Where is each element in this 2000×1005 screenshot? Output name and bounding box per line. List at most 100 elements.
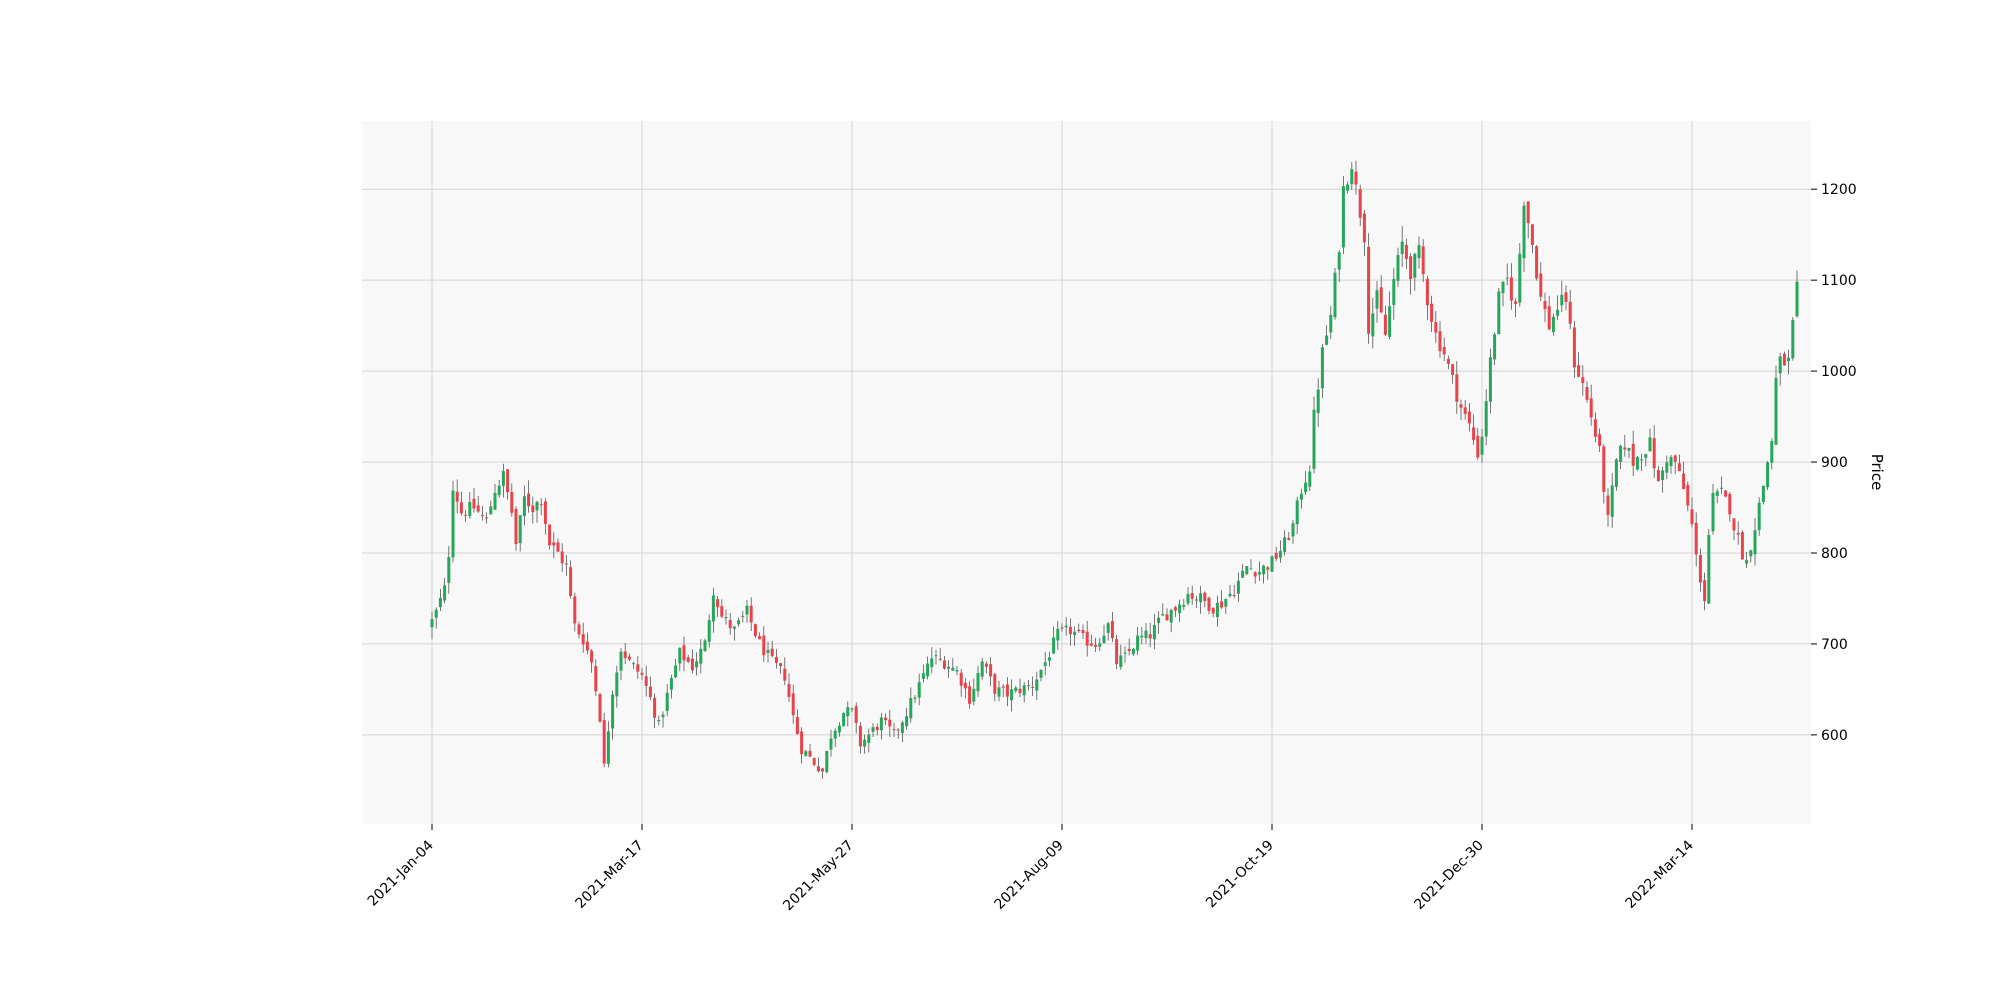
- candle-body: [573, 596, 577, 624]
- candle-body: [1228, 593, 1232, 597]
- candle-body: [690, 658, 694, 671]
- candle-body: [518, 515, 522, 544]
- candle-body: [1425, 278, 1429, 306]
- candle-body: [455, 491, 459, 502]
- candle-body: [1698, 555, 1702, 583]
- candle-body: [682, 645, 686, 661]
- candle-body: [1346, 184, 1350, 191]
- candle-body: [762, 635, 766, 656]
- candle-body: [829, 738, 833, 750]
- candle-body: [699, 648, 703, 664]
- candle-body: [1732, 518, 1736, 531]
- candle-body: [1182, 604, 1186, 607]
- candle-body: [615, 672, 619, 697]
- candle-body: [1682, 473, 1686, 490]
- candle-body: [1627, 448, 1631, 451]
- candle-body: [1501, 281, 1505, 294]
- candle-body: [1606, 495, 1610, 515]
- candle-body: [732, 626, 736, 629]
- candle-body: [955, 669, 959, 672]
- candle-body: [657, 720, 661, 722]
- candle-body: [1106, 623, 1110, 633]
- candle-body: [770, 648, 774, 656]
- candle-body: [728, 620, 732, 629]
- candle-body: [1186, 593, 1190, 604]
- candle-body: [1749, 550, 1753, 557]
- candle-body: [846, 707, 850, 717]
- candle-body: [1505, 277, 1509, 279]
- candle-body: [1031, 687, 1035, 689]
- x-tick-label: 2021-Aug-09: [991, 838, 1066, 913]
- candle-body: [472, 498, 476, 509]
- candle-body: [1602, 446, 1606, 492]
- candle-body: [1085, 631, 1089, 646]
- candle-body: [1089, 643, 1093, 646]
- candle-body: [934, 655, 938, 657]
- candle-body: [1073, 631, 1077, 636]
- candle-body: [884, 717, 888, 721]
- candle-body: [921, 673, 925, 679]
- candle-body: [674, 665, 678, 678]
- candle-body: [707, 620, 711, 642]
- candle-body: [879, 717, 883, 731]
- candle-body: [980, 661, 984, 677]
- candle-body: [648, 686, 652, 698]
- candle-body: [867, 734, 871, 743]
- candle-body: [1673, 455, 1677, 462]
- candle-body: [854, 706, 858, 723]
- candle-body: [926, 663, 930, 677]
- candle-body: [984, 663, 988, 667]
- candle-body: [766, 649, 770, 653]
- candle-body: [1530, 224, 1534, 245]
- candle-body: [741, 615, 745, 617]
- candle-body: [1509, 277, 1513, 301]
- candle-body: [556, 542, 560, 552]
- candle-body: [1123, 652, 1127, 654]
- candle-body: [1791, 319, 1795, 359]
- candle-body: [972, 688, 976, 702]
- candle-body: [812, 758, 816, 765]
- candle-body: [905, 716, 909, 727]
- candle-body: [1312, 409, 1316, 469]
- candle-body: [1220, 601, 1224, 608]
- y-axis-label: Price: [1868, 454, 1886, 491]
- candle-body: [1543, 301, 1547, 310]
- candle-body: [1728, 494, 1732, 515]
- candle-body: [1194, 599, 1198, 601]
- candle-body: [1383, 314, 1387, 335]
- candle-body: [1178, 604, 1182, 614]
- candle-body: [1371, 313, 1375, 337]
- candle-body: [1207, 597, 1211, 611]
- candle-body: [1766, 462, 1770, 488]
- candle-body: [791, 693, 795, 716]
- candle-body: [913, 697, 917, 699]
- candle-body: [1018, 688, 1022, 694]
- candle-body: [1568, 301, 1572, 324]
- candle-body: [459, 502, 463, 514]
- y-tick-label: 600: [1821, 728, 1848, 744]
- candle-body: [1161, 614, 1165, 616]
- candle-body: [1341, 186, 1345, 248]
- candle-body: [1367, 246, 1371, 334]
- candle-body: [795, 717, 799, 735]
- candle-body: [1320, 347, 1324, 389]
- candle-body: [1262, 565, 1266, 575]
- candle-body: [1774, 378, 1778, 445]
- candle-body: [522, 496, 526, 517]
- candle-body: [602, 720, 606, 764]
- candle-body: [1472, 427, 1476, 440]
- candle-body: [1556, 309, 1560, 316]
- candle-body: [737, 620, 741, 625]
- candle-body: [1396, 255, 1400, 281]
- candle-body: [1043, 662, 1047, 666]
- candle-body: [1463, 407, 1467, 414]
- candle-body: [1648, 437, 1652, 452]
- candle-body: [1375, 290, 1379, 309]
- candle-body: [1215, 602, 1219, 618]
- candle-body: [875, 726, 879, 731]
- candle-body: [1560, 294, 1564, 306]
- candle-body: [548, 524, 552, 546]
- candle-body: [833, 730, 837, 739]
- candle-body: [1010, 689, 1014, 701]
